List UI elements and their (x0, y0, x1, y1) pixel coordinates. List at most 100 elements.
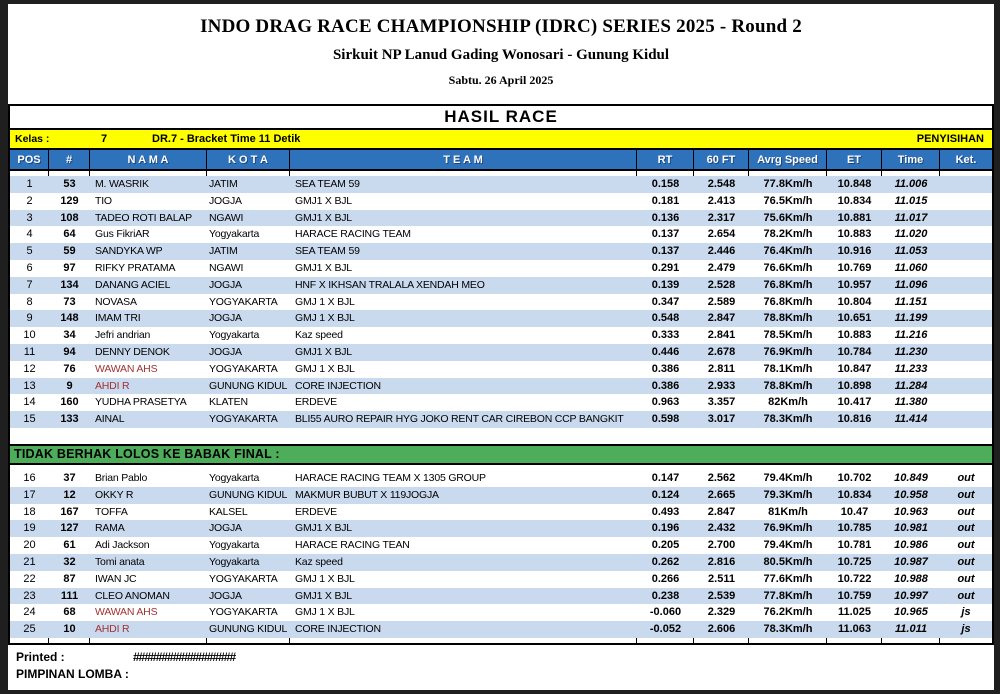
cell-60ft: 2.446 (707, 245, 736, 258)
cell-time: 11.216 (894, 329, 928, 342)
cell-time: 10.997 (894, 589, 928, 602)
cell-avg-speed: 78.2Km/h (763, 228, 813, 241)
cell-et: 10.898 (837, 379, 872, 392)
cell-time: 10.986 (894, 539, 928, 552)
col-header-ket: Ket. (955, 153, 977, 166)
cell-team: GMJ1 X BJL (295, 522, 352, 535)
cell-team: GMJ1 X BJL (295, 211, 352, 224)
cell-time: 10.849 (894, 471, 928, 484)
cell-pos: 23 (23, 589, 36, 602)
header-spacer (10, 171, 992, 176)
cell-avg-speed: 81Km/h (768, 505, 808, 518)
cell-60ft: 2.678 (707, 345, 736, 358)
section-gap (10, 428, 992, 444)
class-name: DR.7 - Bracket Time 11 Detik (152, 133, 301, 145)
cell-nama: WAWAN AHS (95, 362, 158, 375)
cell-avg-speed: 82Km/h (768, 396, 808, 409)
cell-et: 10.957 (837, 278, 872, 291)
cell-rt: -0.052 (649, 623, 682, 636)
table-row: 2 129 TIO JOGJA GMJ1 X BJL 0.181 2.413 7… (10, 193, 992, 210)
cell-kota: NGAWI (209, 211, 244, 224)
cell-et: 10.784 (837, 345, 872, 358)
cell-race-number: 61 (63, 539, 76, 552)
cell-60ft: 2.528 (707, 278, 736, 291)
cell-race-number: 68 (63, 606, 76, 619)
cell-nama: Gus FikriAR (95, 228, 150, 241)
cell-60ft: 2.479 (707, 261, 736, 274)
cell-kota: GUNUNG KIDUL (209, 623, 288, 636)
class-number: 7 (100, 133, 108, 145)
table-row: 10 34 Jefri andrian Yogyakarta Kaz speed… (10, 327, 992, 344)
cell-race-number: 129 (60, 194, 79, 207)
cell-kota: JOGJA (209, 589, 242, 602)
cell-60ft: 2.654 (707, 228, 736, 241)
cell-team: HARACE RACING TEAM (295, 228, 411, 241)
class-label: Kelas : (15, 133, 50, 145)
cell-et: 10.881 (837, 211, 872, 224)
table-row: 16 37 Brian Pablo Yogyakarta HARACE RACI… (10, 470, 992, 487)
cell-nama: IWAN JC (95, 572, 137, 585)
cell-kota: YOGYAKARTA (209, 572, 278, 585)
cell-pos: 1 (26, 178, 33, 190)
cell-avg-speed: 78.8Km/h (763, 379, 813, 392)
table-row: 14 160 YUDHA PRASETYA KLATEN ERDEVE 0.96… (10, 394, 992, 411)
cell-nama: Jefri andrian (95, 329, 151, 342)
cell-60ft: 2.841 (707, 329, 736, 342)
cell-et: 10.834 (837, 194, 872, 207)
table-row: 1 53 M. WASRIK JATIM SEA TEAM 59 0.158 2… (10, 176, 992, 193)
cell-avg-speed: 79.4Km/h (763, 539, 813, 552)
cell-ket: out (957, 505, 975, 518)
cell-kota: Yogyakarta (209, 555, 260, 568)
cell-pos: 9 (26, 312, 33, 325)
cell-race-number: 12 (63, 488, 76, 501)
eliminated-rows: 16 37 Brian Pablo Yogyakarta HARACE RACI… (10, 470, 992, 638)
cell-team: GMJ 1 X BJL (295, 606, 355, 619)
table-row: 11 94 DENNY DENOK JOGJA GMJ1 X BJL 0.446… (10, 343, 992, 361)
cell-rt: 0.158 (651, 178, 680, 190)
table-header-row: POS # N A M A K O T A T E A M RT 60 FT A… (10, 150, 992, 171)
cell-et: 10.722 (837, 572, 872, 585)
cell-team: Kaz speed (295, 329, 343, 342)
cell-avg-speed: 78.5Km/h (763, 329, 813, 342)
cell-avg-speed: 77.8Km/h (763, 178, 813, 190)
cell-60ft: 2.432 (707, 522, 736, 535)
cell-team: CORE INJECTION (295, 623, 381, 636)
cell-60ft: 2.511 (708, 572, 735, 585)
cell-team: HARACE RACING TEAN (295, 539, 410, 552)
cell-race-number: 108 (60, 211, 79, 224)
cell-kota: JOGJA (209, 194, 242, 207)
cell-rt: 0.139 (651, 278, 680, 291)
cell-nama: Tomi anata (95, 555, 145, 568)
col-header-avgspeed: Avrg Speed (749, 150, 827, 169)
cell-time: 11.060 (894, 261, 928, 274)
cell-nama: AHDI R (95, 623, 130, 636)
table-row: 18 167 TOFFA KALSEL ERDEVE 0.493 2.847 8… (10, 504, 992, 521)
cell-rt: 0.333 (651, 329, 680, 342)
cell-kota: KLATEN (209, 396, 248, 409)
cell-rt: 0.291 (651, 261, 680, 274)
cell-avg-speed: 76.8Km/h (763, 295, 813, 308)
cell-kota: YOGYAKARTA (209, 606, 278, 619)
col-header-team: T E A M (290, 150, 637, 169)
cell-nama: TADEO ROTI BALAP (95, 211, 192, 224)
cell-60ft: 2.933 (707, 379, 736, 392)
cell-ket: js (961, 623, 971, 636)
cell-time: 11.151 (894, 295, 928, 308)
cell-avg-speed: 76.5Km/h (763, 194, 813, 207)
cell-et: 11.063 (837, 623, 872, 636)
cell-avg-speed: 75.6Km/h (763, 211, 813, 224)
cell-rt: 0.124 (651, 488, 680, 501)
col-header-pos: POS (10, 150, 49, 169)
cell-et: 10.916 (837, 245, 872, 258)
table-row: 7 134 DANANG ACIEL JOGJA HNF X IKHSAN TR… (10, 276, 992, 294)
cell-rt: 0.196 (651, 522, 680, 535)
cell-team: BLI55 AURO REPAIR HYG JOKO RENT CAR CIRE… (295, 413, 624, 426)
cell-time: 11.053 (894, 245, 928, 258)
cell-rt: 0.963 (651, 396, 680, 409)
cell-avg-speed: 79.3Km/h (763, 488, 813, 501)
table-row: 21 32 Tomi anata Yogyakarta Kaz speed 0.… (10, 553, 992, 571)
cell-time: 11.017 (894, 211, 928, 224)
cell-rt: 0.262 (651, 555, 680, 568)
cell-rt: 0.347 (651, 295, 680, 308)
